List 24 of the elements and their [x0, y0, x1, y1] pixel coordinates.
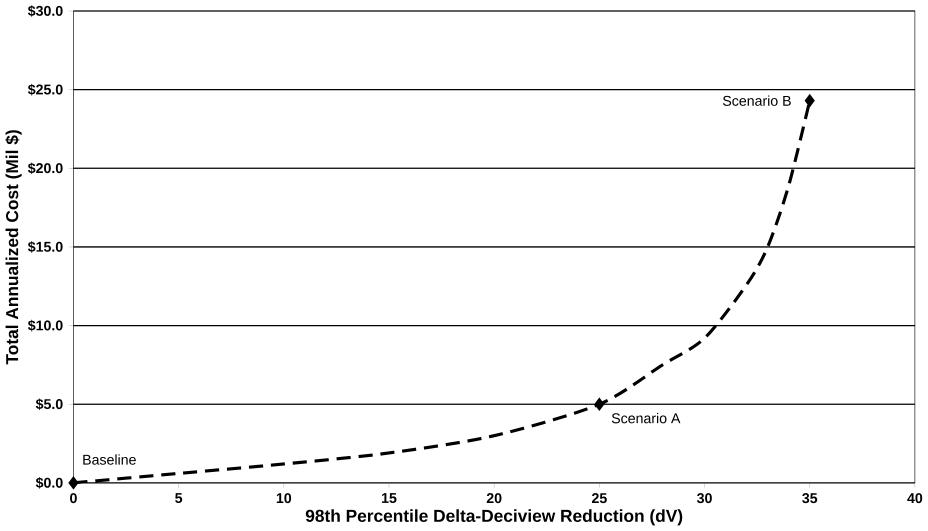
y-tick-label: $10.0 [28, 320, 63, 332]
x-tick-label: 25 [592, 493, 607, 504]
x-tick-label: 0 [70, 493, 77, 504]
y-axis-title: Total Annualized Cost (Mil $) [5, 130, 22, 365]
point [68, 476, 78, 490]
x-tick-label: 30 [696, 493, 712, 504]
annotation: Scenario B [722, 96, 791, 106]
y-tick-label: $20.0 [28, 162, 63, 174]
x-tick-label: 20 [486, 493, 502, 504]
x-tick-label: 10 [276, 493, 292, 504]
point [594, 398, 604, 412]
x-tick-label: 40 [907, 493, 922, 504]
annotation: Baseline [83, 454, 136, 465]
x-tick-label: 5 [175, 493, 182, 504]
y-tick-label: $25.0 [28, 84, 63, 96]
annotation: Scenario A [612, 413, 680, 424]
y-tick-label: $15.0 [28, 241, 63, 253]
x-axis-title: 98th Percentile Delta-Deciview Reduction (dV) [306, 509, 682, 526]
y-tick-label: $0.0 [36, 477, 63, 489]
x-tick-label: 35 [802, 493, 818, 504]
y-tick-label: $5.0 [36, 398, 63, 410]
point [804, 94, 815, 108]
x-tick-label: 15 [382, 493, 396, 504]
y-tick-label: $30.0 [28, 5, 63, 17]
